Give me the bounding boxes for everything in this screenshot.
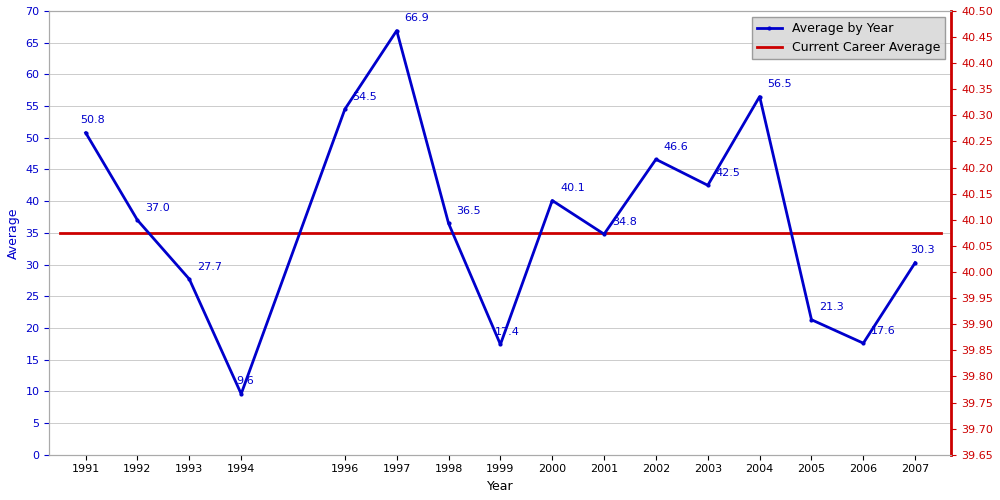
Average by Year bbox=[494, 342, 506, 347]
Text: 30.3: 30.3 bbox=[910, 245, 935, 255]
Average by Year bbox=[80, 130, 92, 136]
Text: 21.3: 21.3 bbox=[819, 302, 844, 312]
Text: 40.1: 40.1 bbox=[560, 183, 585, 193]
Text: 9.6: 9.6 bbox=[236, 376, 254, 386]
Text: 56.5: 56.5 bbox=[767, 79, 792, 89]
Average by Year bbox=[546, 198, 558, 203]
Text: 37.0: 37.0 bbox=[145, 202, 170, 212]
Y-axis label: Average: Average bbox=[7, 207, 20, 258]
Average by Year bbox=[391, 28, 403, 34]
Average by Year bbox=[754, 94, 766, 100]
Text: 46.6: 46.6 bbox=[664, 142, 688, 152]
Legend: Average by Year, Current Career Average: Average by Year, Current Career Average bbox=[752, 17, 945, 59]
Text: 50.8: 50.8 bbox=[80, 115, 105, 125]
Average by Year bbox=[183, 276, 195, 282]
Text: 36.5: 36.5 bbox=[456, 206, 481, 216]
Text: 17.4: 17.4 bbox=[495, 327, 520, 337]
Average by Year bbox=[443, 220, 455, 226]
Text: 17.6: 17.6 bbox=[871, 326, 896, 336]
Average by Year bbox=[339, 106, 351, 112]
Text: 42.5: 42.5 bbox=[716, 168, 740, 178]
X-axis label: Year: Year bbox=[487, 480, 514, 493]
Average by Year bbox=[857, 340, 869, 346]
Average by Year bbox=[235, 391, 247, 397]
Average by Year bbox=[650, 156, 662, 162]
Text: 34.8: 34.8 bbox=[612, 216, 637, 226]
Text: 54.5: 54.5 bbox=[353, 92, 377, 102]
Average by Year bbox=[702, 182, 714, 188]
Average by Year bbox=[598, 231, 610, 237]
Average by Year bbox=[909, 260, 921, 266]
Line: Average by Year: Average by Year bbox=[84, 29, 917, 396]
Text: 27.7: 27.7 bbox=[197, 262, 222, 272]
Average by Year bbox=[805, 316, 817, 322]
Average by Year bbox=[131, 217, 143, 223]
Text: 66.9: 66.9 bbox=[404, 13, 429, 23]
